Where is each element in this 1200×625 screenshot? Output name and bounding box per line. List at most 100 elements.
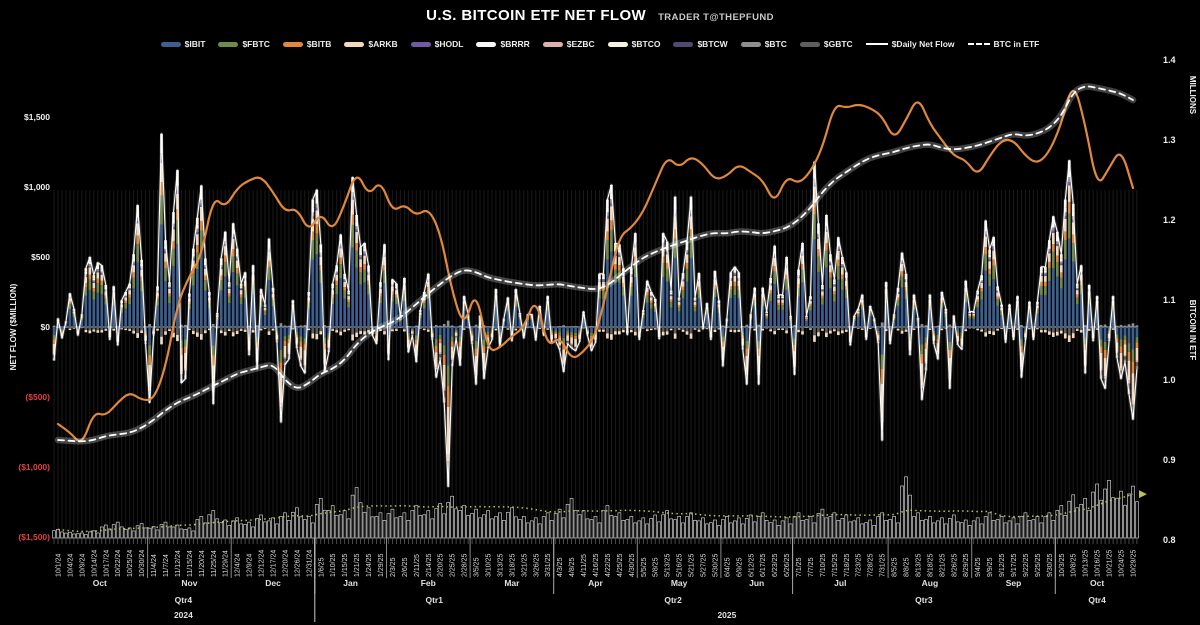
legend-label-arkb: $ARKB: [368, 39, 398, 49]
x-axis-date-label: 8/29/25: [963, 554, 970, 577]
x-axis-date-label: 7/28/25: [868, 554, 875, 577]
x-axis-date-label: 11/12/24: [175, 550, 182, 577]
month-label: Jan: [343, 578, 358, 588]
x-axis-date-label: 6/23/25: [772, 554, 779, 577]
x-axis-date-label: 9/22/25: [1023, 554, 1030, 577]
x-axis-date-label: 10/13/25: [1083, 550, 1090, 577]
x-axis-date-label: 7/31/25: [880, 554, 887, 577]
x-axis-date-label: 11/7/24: [163, 554, 170, 577]
year-label: 2024: [174, 610, 193, 620]
month-label: Feb: [421, 578, 436, 588]
legend-label-btcw: $BTCW: [697, 39, 728, 49]
legend-swatch-daily-icon: [865, 43, 888, 45]
legend-item-fbtc: $FBTC: [218, 39, 270, 49]
legend-item-gbtc: $GBTC: [799, 39, 853, 49]
btc-price-line: [56, 89, 1135, 442]
x-axis-date-label: 11/20/24: [199, 550, 206, 577]
quarter-label: Qtr1: [425, 595, 443, 605]
x-axis-date-label: 9/30/25: [1047, 554, 1054, 577]
legend-label-btco: $BTCO: [631, 39, 661, 49]
legend-item-btc: $BTC: [740, 39, 787, 49]
legend-swatch-btcw-icon: [673, 41, 694, 47]
legend-item-brrr: $BRRR: [476, 39, 530, 49]
x-axis-date-label: 2/6/25: [402, 557, 409, 577]
legend-item-ezbc: $EZBC: [542, 39, 595, 49]
legend-item-hodl: $HODL: [410, 39, 463, 49]
x-axis-date-label: 11/15/24: [187, 550, 194, 577]
legend-label-btcetf: BTC in ETF: [993, 39, 1040, 49]
x-axis-tick-comb: [53, 538, 1138, 544]
right-axis-tick-label: 1.3: [1163, 135, 1176, 145]
x-axis-date-label: 4/16/25: [593, 554, 600, 577]
right-axis-tick-label: 0.8: [1163, 535, 1176, 545]
quarter-label: Qtr2: [664, 595, 682, 605]
x-axis-date-label: 1/24/25: [366, 554, 373, 577]
x-axis-date-label: 8/5/25: [892, 557, 899, 577]
daily-net-flow-line: [53, 133, 1138, 488]
x-axis-date-label: 4/8/25: [569, 557, 576, 577]
legend-swatch-btc-icon: [740, 41, 761, 47]
x-axis-date-label: 3/26/25: [533, 554, 540, 577]
legend-label-daily: $Daily Net Flow: [891, 39, 955, 49]
x-axis-date-label: 10/25/24: [127, 550, 134, 577]
month-label: Jul: [834, 578, 846, 588]
x-axis-date-label: 11/25/24: [211, 550, 218, 577]
left-axis-tick-label: $0: [41, 322, 51, 332]
x-axis-date-label: 8/18/25: [927, 554, 934, 577]
x-axis-date-label: 9/4/25: [975, 557, 982, 577]
quarter-label: Qtr3: [915, 595, 933, 605]
x-axis-date-label: 3/10/25: [486, 554, 493, 577]
legend-swatch-hodl-icon: [410, 41, 431, 47]
left-axis-tick-label: $1,000: [24, 182, 50, 192]
x-axis-date-label: 2/28/25: [462, 554, 469, 577]
x-axis-date-label: 3/5/25: [474, 557, 481, 577]
x-axis-date-label: 6/17/25: [760, 554, 767, 577]
month-label: Sep: [1006, 578, 1022, 588]
x-axis-date-label: 12/9/24: [247, 554, 254, 577]
month-label: Oct: [1090, 578, 1104, 588]
x-axis-date-label: 3/18/25: [509, 554, 516, 577]
x-axis-date-label: 2/25/25: [450, 554, 457, 577]
x-axis-date-label: 4/22/25: [605, 554, 612, 577]
legend-label-ibit: $IBIT: [184, 39, 206, 49]
x-axis-date-label: 1/6/25: [318, 557, 325, 577]
x-axis-date-label: 9/25/25: [1035, 554, 1042, 577]
x-axis-date-label: 5/16/25: [677, 554, 684, 577]
x-axis-date-label: 6/26/25: [784, 554, 791, 577]
x-axis-date-label: 12/26/24: [294, 550, 301, 577]
x-axis-date-label: 12/12/24: [259, 550, 266, 577]
x-axis-date-label: 5/30/25: [712, 554, 719, 577]
legend-label-gbtc: $GBTC: [823, 39, 853, 49]
legend-swatch-brrr-icon: [476, 41, 497, 47]
left-axis-tick-label: ($500): [25, 392, 50, 402]
legend-swatch-ezbc-icon: [542, 41, 563, 47]
title-bar: U.S. BITCOIN ETF NET FLOW TRADER T@THEPFU…: [0, 7, 1200, 25]
x-axis-date-label: 12/4/24: [235, 554, 242, 577]
legend-item-arkb: $ARKB: [344, 39, 398, 49]
right-axis-tick-label: 1.4: [1163, 55, 1176, 65]
left-axis-tick-label: $1,500: [24, 112, 50, 122]
right-axis-title: BITCOIN IN ETF: [1188, 300, 1197, 361]
x-axis-date-label: 11/29/24: [223, 550, 230, 577]
x-axis-date-label: 3/21/25: [521, 554, 528, 577]
x-axis-date-label: 7/7/25: [808, 557, 815, 577]
legend-swatch-bitb-icon: [282, 41, 303, 47]
x-axis-date-label: 10/24/25: [1119, 550, 1126, 577]
x-axis-date-label: 8/8/25: [904, 557, 911, 577]
legend-item-btco: $BTCO: [607, 39, 661, 49]
x-axis-date-label: 1/29/25: [378, 554, 385, 577]
x-axis-date-label: 5/5/25: [641, 557, 648, 577]
right-axis-tick-label: 1.1: [1163, 295, 1176, 305]
x-axis-date-label: 2/20/25: [438, 554, 445, 577]
legend-item-ibit: $IBIT: [160, 39, 206, 49]
x-axis-date-label: 6/12/25: [748, 554, 755, 577]
x-axis-date-label: 11/4/24: [151, 554, 158, 577]
x-axis-date-label: 8/13/25: [916, 554, 923, 577]
legend-swatch-btcetf-icon: [967, 43, 990, 45]
x-axis-date-label: 10/3/25: [1059, 554, 1066, 577]
x-axis-date-label: 10/21/25: [1107, 550, 1114, 577]
x-axis-date-label: 7/18/25: [844, 554, 851, 577]
btc-in-etf-line: [57, 85, 1134, 443]
legend-item-bitb: $BITB: [282, 39, 331, 49]
